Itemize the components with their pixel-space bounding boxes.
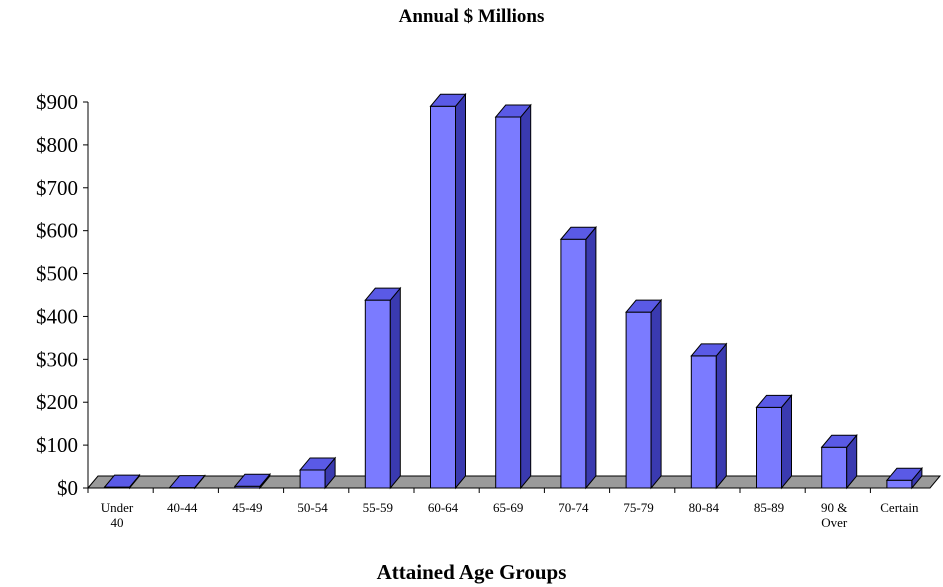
bar-top [820,434,858,448]
bar-front [756,406,782,489]
bar [755,393,793,490]
chart-title: Annual $ Millions [398,6,545,27]
chart-bars-layer [103,92,923,490]
bar-front [560,238,587,489]
x-tick-label: 70-74 [558,500,589,515]
bar-side [781,393,792,490]
y-tick-label: $900 [36,90,78,114]
x-tick-label: Certain [880,500,919,515]
y-tick-label: $200 [36,390,78,414]
bar-top [429,93,467,107]
bar-front [625,311,652,489]
y-tick-label: $0 [57,476,78,500]
bar [429,92,467,490]
y-tick-label: $700 [36,176,78,200]
bar-side [455,92,466,490]
bar-side [389,286,401,490]
bar-front [299,469,326,489]
bar-front [495,116,522,489]
x-tick-label: Under [101,500,134,515]
bar-side [650,298,662,490]
bar [364,286,402,490]
bar-top [885,467,923,481]
bar [299,456,337,490]
bar-top [559,226,597,240]
bar-top [690,343,728,357]
bar-top [299,457,337,471]
bar-top [233,473,271,487]
x-tick-label: 85-89 [754,500,784,515]
x-tick-label: Over [821,515,848,530]
bar [820,433,858,490]
bar-top [755,394,793,408]
y-tick-label: $300 [36,347,78,371]
y-tick-label: $400 [36,304,78,328]
bar-front [364,299,391,489]
x-tick-label: 90 & [821,500,847,515]
bar [690,342,728,490]
bar-top [364,287,402,301]
x-tick-label: 60-64 [428,500,459,515]
bar-top [625,299,663,313]
x-tick-label: 80-84 [689,500,720,515]
y-tick-label: $500 [36,262,78,286]
bar [559,225,597,490]
bar-front [690,355,717,489]
x-tick-label: 50-54 [297,500,328,515]
chart-labels-layer: $0 $100 $200 $300 $400 $500 $600 $700 $800 $900 Un… [36,90,919,530]
x-tick-label: 65-69 [493,500,523,515]
x-axis-label: Attained Age Groups [376,560,567,584]
bar [168,474,206,490]
bar [885,466,923,490]
bar-front [821,446,848,489]
bar [103,473,141,490]
bar-top [103,474,141,488]
x-tick-label: 40 [111,515,124,530]
y-tick-label: $800 [36,133,78,157]
bar-top [494,104,532,118]
x-tick-label: 45-49 [232,500,262,515]
x-tick-label: 55-59 [363,500,393,515]
bar-top [168,475,206,489]
y-tick-label: $100 [36,433,78,457]
x-tick-label: 40-44 [167,500,198,515]
bar [625,298,663,490]
bar-front [430,105,456,489]
bar-side [585,225,597,490]
y-tick-label: $600 [36,219,78,243]
bar [233,472,271,490]
bar-side [520,103,532,490]
bar-side [715,342,727,490]
bar [494,103,532,490]
bar-front [886,479,913,489]
x-tick-label: 75-79 [623,500,653,515]
